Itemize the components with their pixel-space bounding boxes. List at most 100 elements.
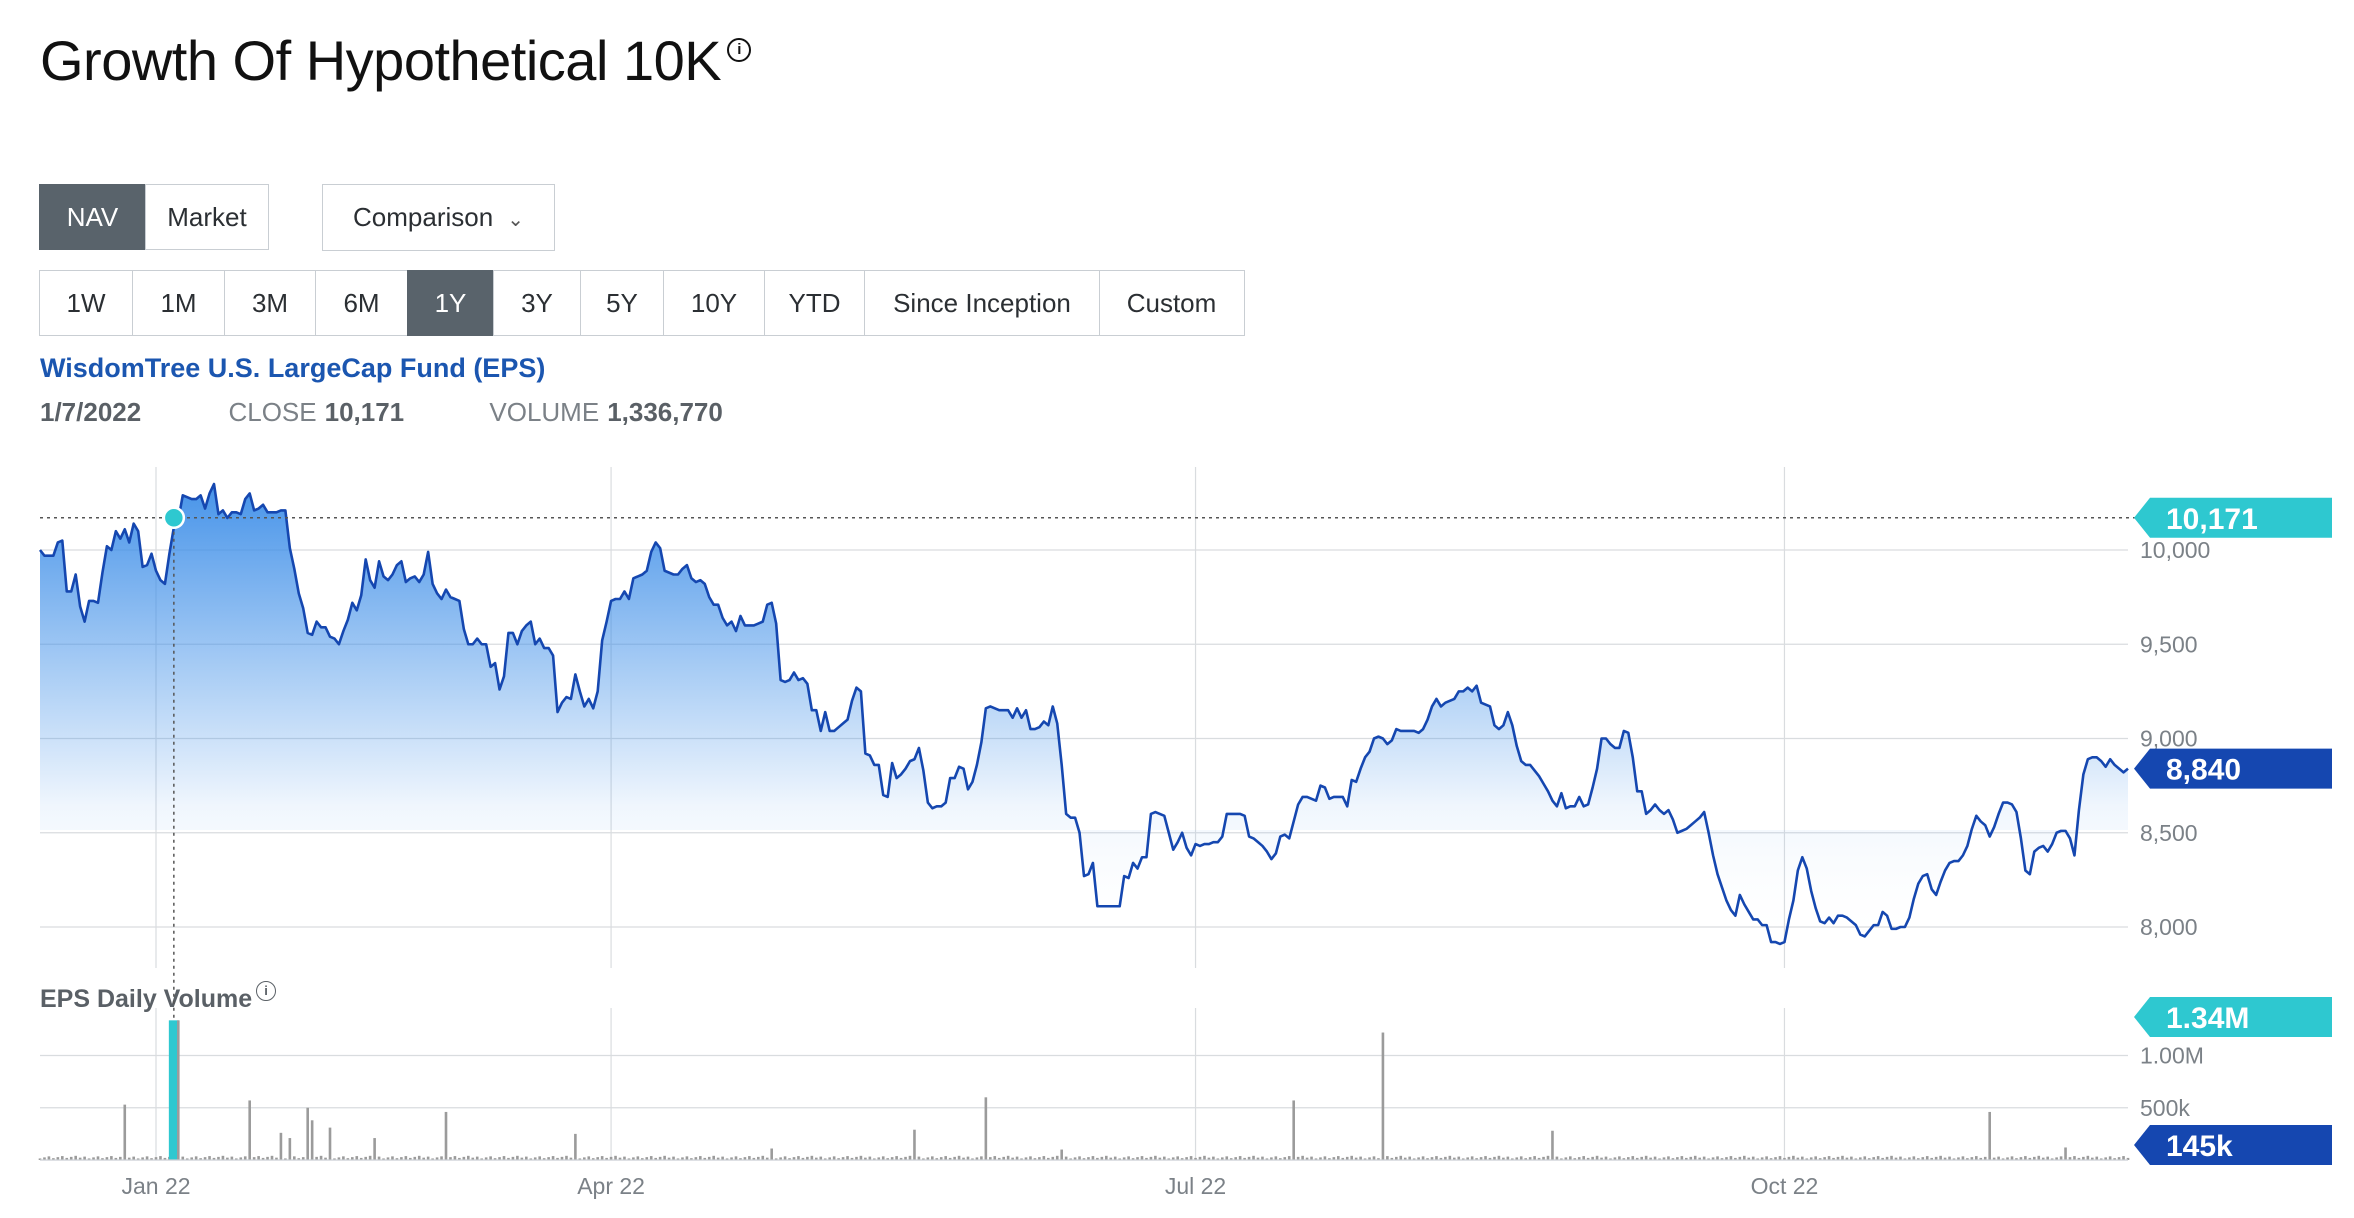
volume-bar [426, 1156, 430, 1160]
volume-bar [1426, 1158, 1429, 1160]
volume-bar [1546, 1155, 1550, 1160]
volume-bar [591, 1158, 595, 1160]
volume-bar [1939, 1155, 1942, 1160]
volume-bar [1537, 1157, 1541, 1160]
volume-bar [359, 1157, 363, 1160]
comparison-dropdown[interactable]: Comparison ⌄ [322, 184, 555, 251]
volume-bar [1238, 1156, 1242, 1160]
volume-bar [1555, 1156, 1559, 1160]
volume-bar [2055, 1157, 2058, 1160]
volume-y-tick-label: 500k [2140, 1095, 2190, 1121]
volume-bar [226, 1157, 229, 1160]
range-custom-button[interactable]: Custom [1098, 270, 1245, 336]
volume-bar [1225, 1156, 1229, 1160]
market-button[interactable]: Market [145, 184, 269, 250]
range-5y-button[interactable]: 5Y [579, 270, 665, 336]
volume-bar [83, 1156, 86, 1160]
volume-bar [1899, 1156, 1902, 1160]
volume-bar [971, 1158, 974, 1160]
volume-bar [1118, 1158, 1121, 1160]
volume-bar [1560, 1158, 1563, 1160]
volume-bar [1029, 1156, 1032, 1160]
volume-bar [1274, 1156, 1278, 1160]
volume-bar [1261, 1156, 1264, 1160]
volume-bar [444, 1111, 448, 1160]
volume-bar [1350, 1155, 1353, 1160]
volume-bar [1627, 1157, 1630, 1160]
nav-button[interactable]: NAV [38, 184, 147, 250]
volume-bar [743, 1157, 747, 1160]
volume-bar [1533, 1156, 1536, 1160]
info-icon[interactable]: i [727, 38, 752, 62]
volume-bar [1644, 1155, 1648, 1160]
range-3y-button[interactable]: 3Y [493, 270, 581, 336]
volume-bar [1845, 1157, 1849, 1160]
volume-bar [297, 1158, 301, 1160]
volume-bar [1903, 1158, 1907, 1160]
range-selector: 1W 1M 3M 6M 1Y 3Y 5Y 10Y YTD Since Inception Custo… [38, 270, 1245, 336]
volume-bar [1591, 1156, 1594, 1160]
range-10y-button[interactable]: 10Y [663, 270, 765, 336]
volume-bar [190, 1157, 193, 1160]
volume-bar [319, 1155, 323, 1160]
volume-bar [154, 1157, 158, 1160]
volume-bar [1569, 1156, 1572, 1160]
volume-bar [832, 1156, 836, 1160]
volume-bar [132, 1156, 135, 1160]
volume-bar [1408, 1156, 1411, 1160]
info-icon[interactable]: i [256, 981, 277, 1001]
volume-bar [1524, 1158, 1527, 1160]
last-value-tag-text: 8,840 [2166, 754, 2241, 787]
volume-bar [2068, 1157, 2072, 1160]
volume-bar [1769, 1158, 1773, 1160]
volume-bar [1774, 1157, 1777, 1160]
volume-bar [1461, 1158, 1465, 1160]
volume-bar [141, 1157, 144, 1160]
volume-bar [56, 1157, 60, 1160]
volume-bar [2095, 1156, 2099, 1160]
volume-bar [1011, 1157, 1014, 1160]
volume-bar [1042, 1156, 1046, 1160]
volume-bar [1528, 1157, 1532, 1160]
volume-bar [1310, 1156, 1313, 1160]
volume-bar [1006, 1155, 1010, 1160]
volume-bar [1582, 1156, 1585, 1160]
volume-bar [873, 1158, 876, 1160]
volume-bar [1970, 1157, 1974, 1160]
volume-bar [533, 1157, 537, 1160]
volume-bar [864, 1157, 867, 1160]
volume-bar [1600, 1157, 1603, 1160]
volume-bar [837, 1158, 840, 1160]
volume-bar [1064, 1156, 1068, 1160]
volume-bar [230, 1156, 234, 1160]
volume-bar [1975, 1156, 1978, 1160]
volume-bar [1577, 1157, 1581, 1160]
volume-bar [1667, 1156, 1670, 1160]
volume-bar [1113, 1156, 1117, 1160]
volume-bar [636, 1156, 640, 1160]
volume-bar [1658, 1158, 1661, 1160]
volume-bar [1421, 1156, 1425, 1160]
range-1y-button[interactable]: 1Y [406, 270, 495, 336]
last-value-tag-shape [2134, 748, 2332, 789]
volume-bar [1586, 1157, 1590, 1160]
volume-bar [676, 1158, 680, 1160]
range-1m-button[interactable]: 1M [132, 270, 225, 336]
volume-bar [1323, 1156, 1327, 1160]
volume-bar [2050, 1158, 2054, 1160]
volume-bar [761, 1155, 765, 1160]
volume-bar [123, 1104, 127, 1160]
range-3m-button[interactable]: 3M [223, 270, 317, 336]
volume-bar [1234, 1157, 1237, 1160]
volume-bar [1818, 1158, 1822, 1160]
volume-bar [1185, 1157, 1188, 1160]
volume-bar [364, 1156, 367, 1160]
volume-bar [2091, 1157, 2094, 1160]
volume-bar [177, 1020, 180, 1160]
volume-bar [181, 1156, 185, 1160]
range-6m-button[interactable]: 6M [315, 270, 408, 336]
volume-bar [703, 1157, 707, 1160]
volume-bar [1707, 1158, 1710, 1160]
volume-bar [841, 1157, 845, 1160]
